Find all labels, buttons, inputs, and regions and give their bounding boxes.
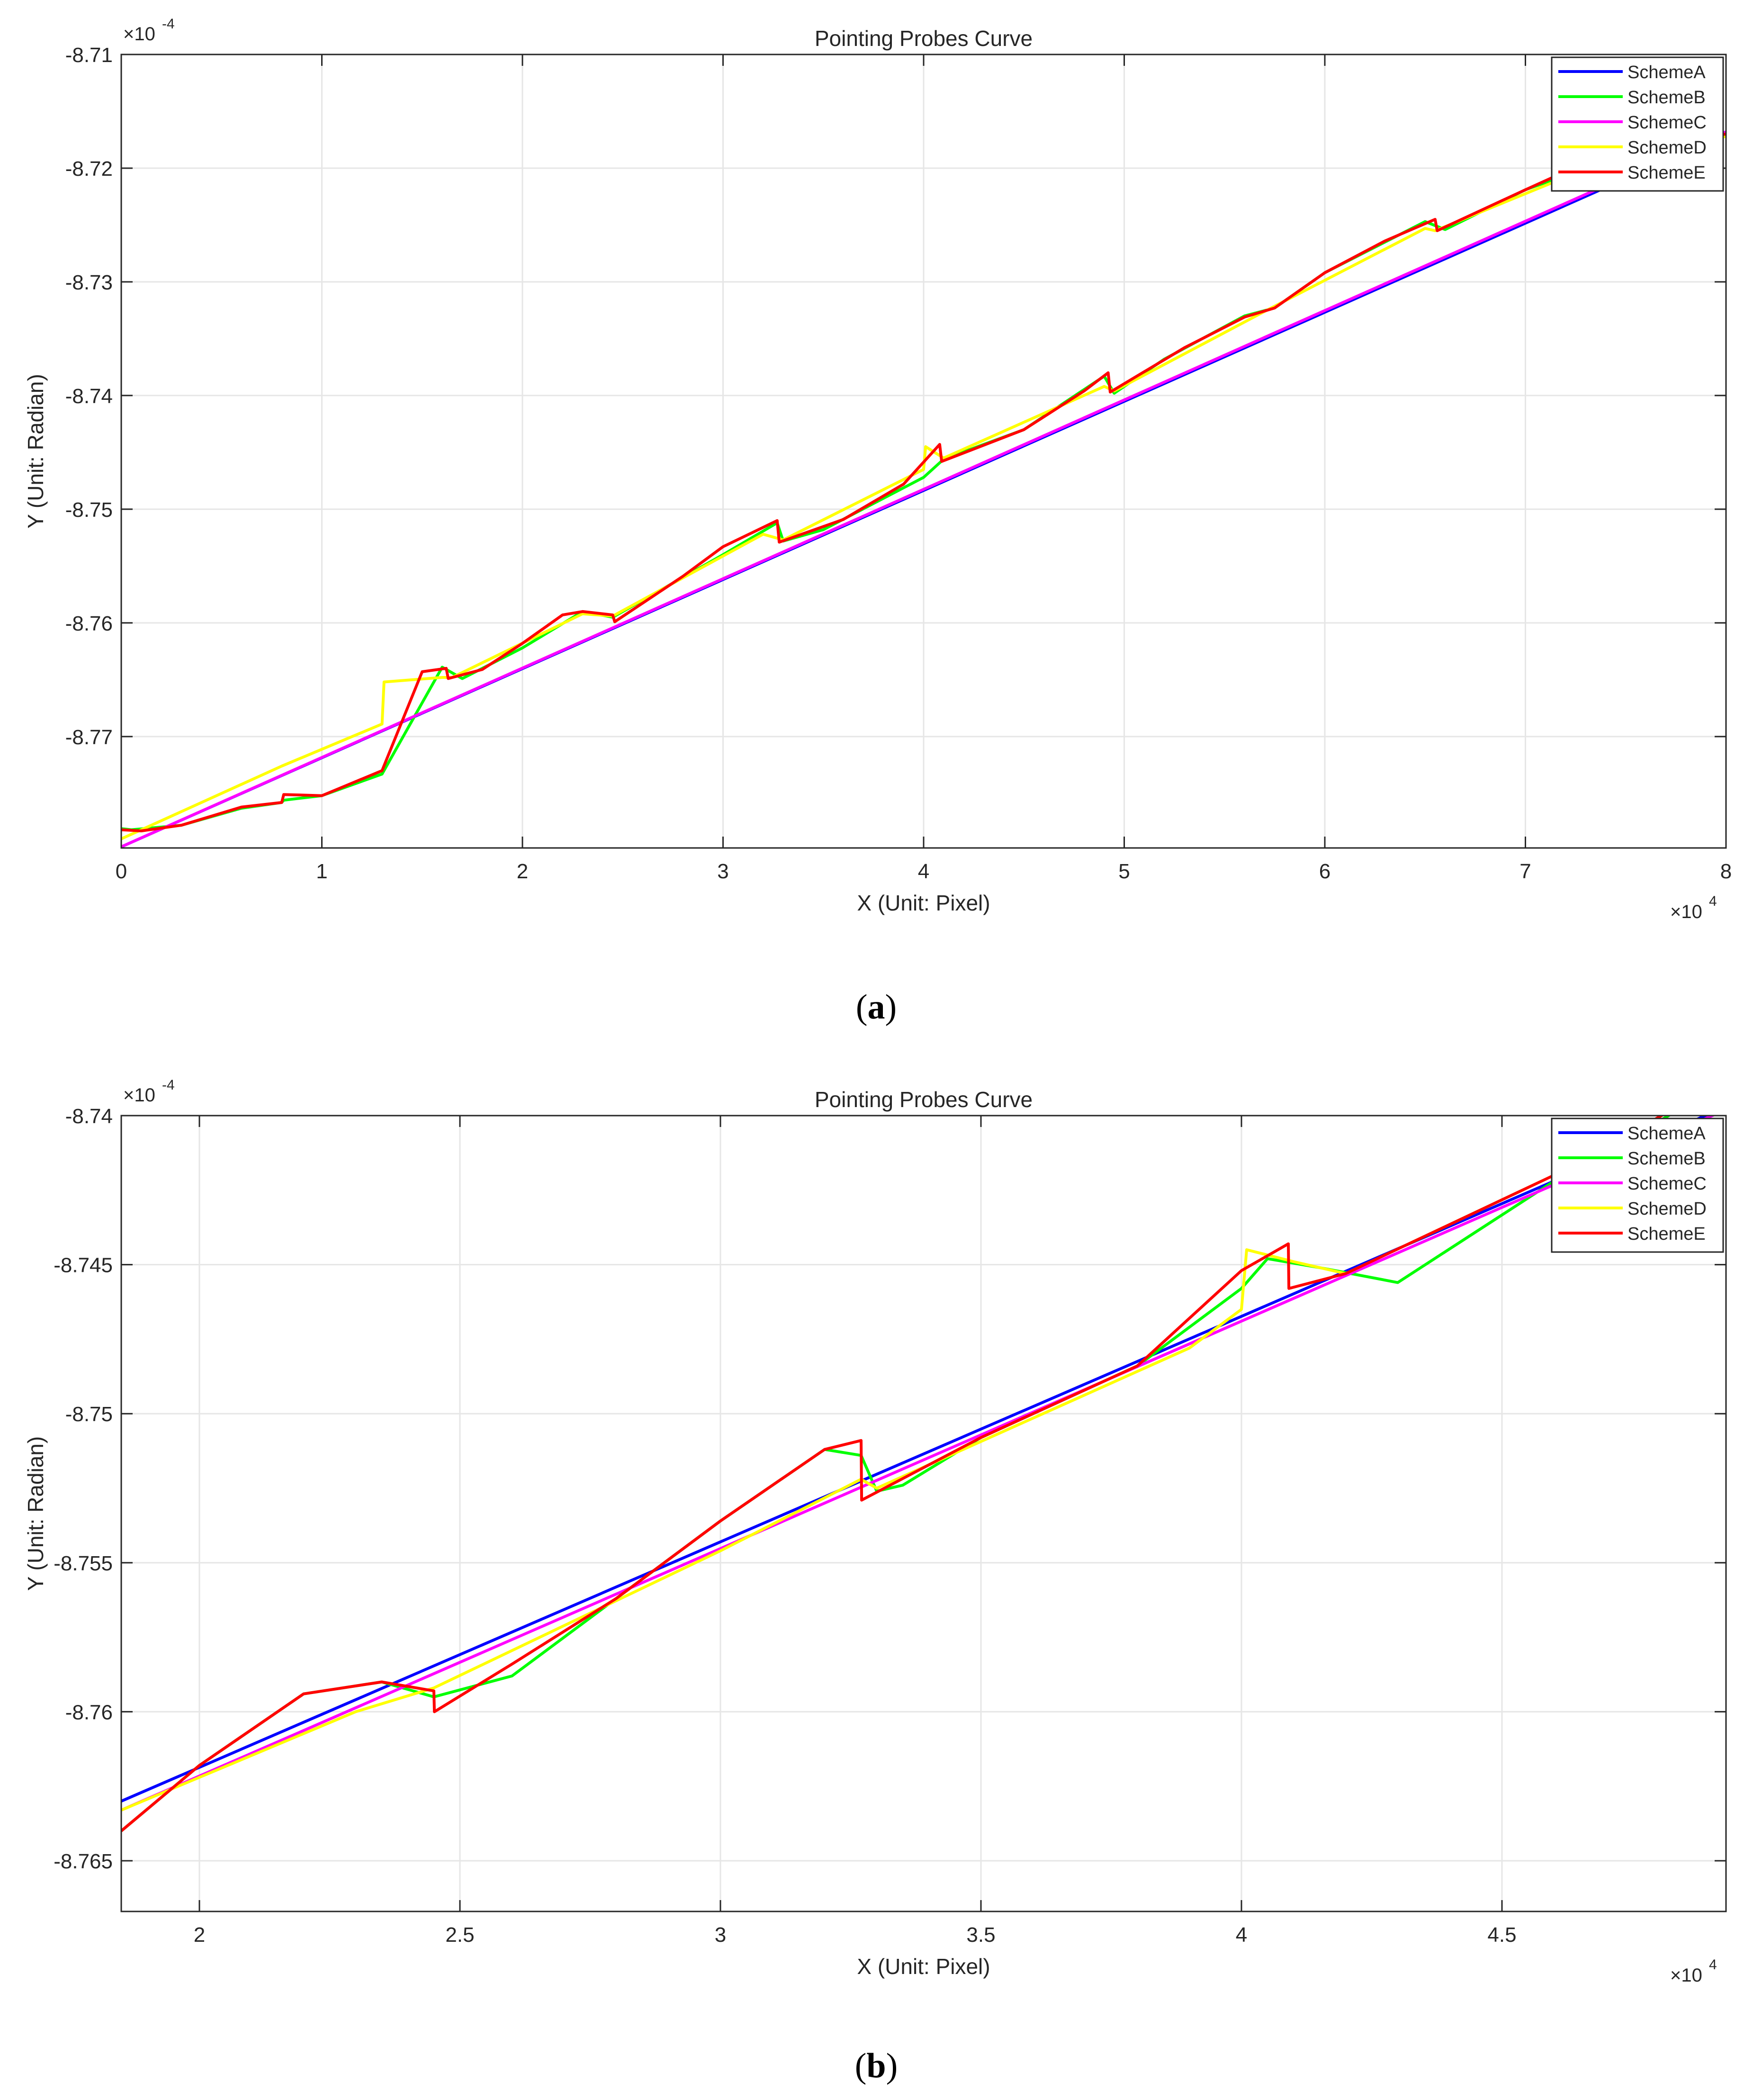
figure-caption-a: (a): [856, 988, 897, 1027]
x-tick-label: 2: [194, 1923, 205, 1947]
y-axis-label: Y (Unit: Radian): [23, 374, 48, 528]
x-tick-label: 4: [918, 860, 929, 883]
x-tick-label: 3.5: [966, 1923, 995, 1947]
y-tick-label: -8.71: [65, 44, 113, 67]
x-tick-label: 2: [517, 860, 528, 883]
legend-label: SchemeB: [1627, 88, 1706, 108]
y-tick-label: -8.75: [65, 1403, 113, 1426]
legend-box: [1551, 56, 1724, 192]
series-line-SchemeC: [121, 130, 1726, 848]
legend-label: SchemeB: [1627, 1149, 1706, 1169]
legend-label: SchemeA: [1627, 1124, 1706, 1144]
axes-box: [120, 1115, 1727, 1912]
legend: SchemeA SchemeB SchemeC SchemeD SchemeE: [1551, 1118, 1724, 1253]
y-exponent-power: -4: [162, 16, 175, 32]
series-line-SchemeE: [121, 133, 1726, 832]
series-line-SchemeC: [121, 1116, 1716, 1812]
x-tick-label: 8: [1720, 860, 1732, 883]
y-exponent-power: -4: [162, 1077, 175, 1093]
chart-panel-b: 2 2.5 3 3.5 4 4.5 -8.765 -8.76 -8.755 -8.75 -8.745…: [23, 1077, 1727, 1986]
legend-label: SchemeD: [1627, 1199, 1707, 1219]
series-line-SchemeD: [121, 135, 1726, 840]
x-tick-label: 6: [1319, 860, 1330, 883]
plot-area: [121, 1116, 1726, 1911]
y-tick-label: -8.75: [65, 498, 113, 522]
x-tick-label: 3: [717, 860, 728, 883]
y-exponent-multiplier: ×10: [123, 1085, 155, 1106]
y-tick-label: -8.72: [65, 157, 113, 180]
x-exponent-power: 4: [1709, 1957, 1717, 1973]
legend-label: SchemeE: [1627, 163, 1706, 183]
chart-title: Pointing Probes Curve: [815, 26, 1033, 51]
y-tick-label: -8.77: [65, 726, 113, 749]
legend-label: SchemeD: [1627, 138, 1707, 158]
legend-label: SchemeE: [1627, 1224, 1706, 1244]
x-axis-label: X (Unit: Pixel): [857, 891, 990, 915]
y-tick-label: -8.74: [65, 1105, 113, 1128]
x-tick-label: 4.5: [1487, 1923, 1516, 1947]
x-tick-label: 4: [1236, 1923, 1247, 1947]
x-exponent-multiplier: ×10: [1670, 901, 1702, 922]
y-tick-label: -8.73: [65, 271, 113, 294]
figure-caption-b: (b): [855, 2046, 898, 2085]
x-tick-label: 2.5: [445, 1923, 474, 1947]
y-tick-label: -8.76: [65, 1701, 113, 1724]
y-axis-label: Y (Unit: Radian): [23, 1436, 48, 1591]
x-tick-label: 0: [116, 860, 127, 883]
x-tick-label: 5: [1118, 860, 1130, 883]
x-tick-label: 7: [1519, 860, 1531, 883]
legend-label: SchemeC: [1627, 113, 1707, 133]
series-group: [121, 1116, 1716, 1832]
legend: SchemeA SchemeB SchemeC SchemeD SchemeE: [1551, 56, 1724, 192]
x-axis-label: X (Unit: Pixel): [857, 1954, 990, 1979]
y-tick-label: -8.755: [54, 1552, 113, 1575]
y-tick-label: -8.76: [65, 612, 113, 635]
y-exponent-multiplier: ×10: [123, 24, 155, 45]
y-tick-label: -8.745: [54, 1254, 113, 1277]
x-tick-label: 1: [316, 860, 327, 883]
x-exponent-multiplier: ×10: [1670, 1965, 1702, 1986]
x-tick-label: 3: [715, 1923, 726, 1947]
series-line-SchemeE: [121, 1116, 1665, 1832]
series-group: [121, 130, 1726, 848]
x-exponent-power: 4: [1709, 893, 1717, 909]
chart-title: Pointing Probes Curve: [815, 1087, 1033, 1112]
y-tick-label: -8.765: [54, 1850, 113, 1873]
legend-label: SchemeC: [1627, 1174, 1707, 1194]
legend-label: SchemeA: [1627, 63, 1706, 82]
chart-panel-a: 0 1 2 3 4 5 6 7 8 -8.77 -8.76 -8.75 -8.74 -8.73 -8.72 -…: [23, 16, 1732, 922]
y-tick-label: -8.74: [65, 385, 113, 408]
series-line-SchemeA: [121, 1116, 1709, 1803]
legend-box: [1551, 1118, 1724, 1253]
